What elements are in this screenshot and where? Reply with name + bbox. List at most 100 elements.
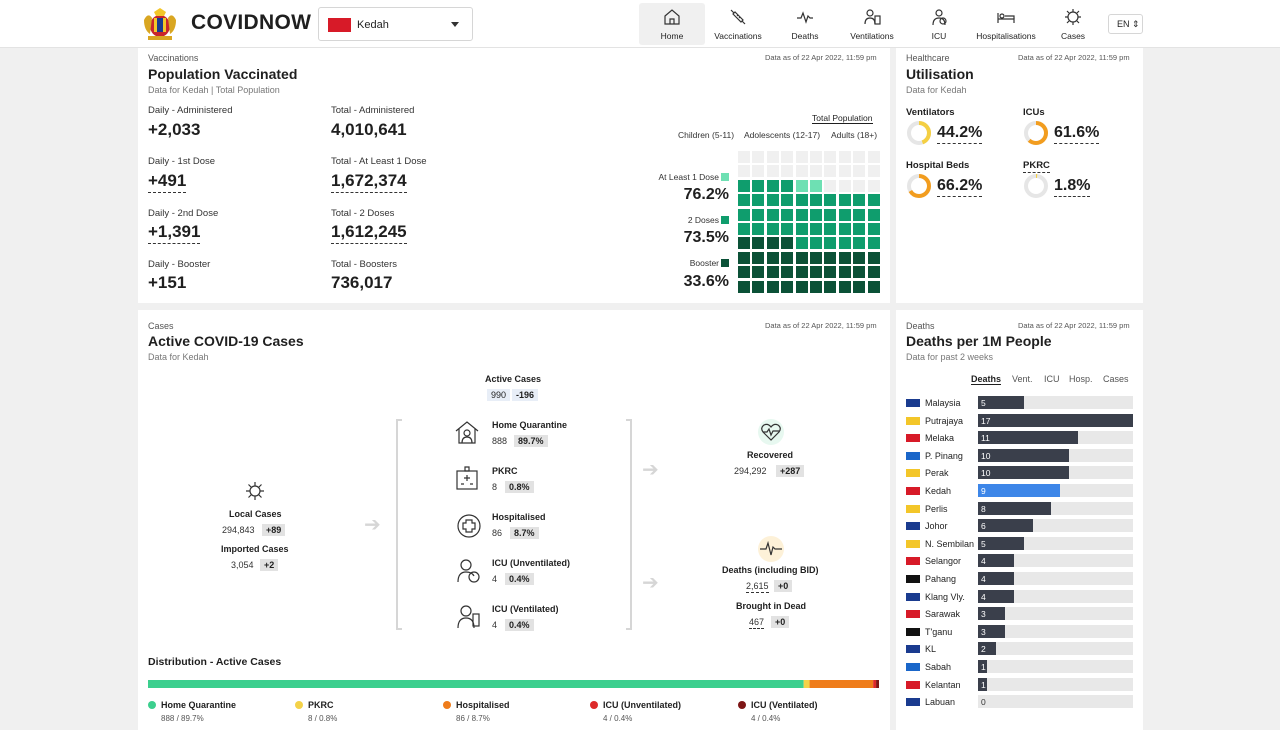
deaths-row: Selangor 4 xyxy=(906,554,1134,568)
waffle-cell xyxy=(795,223,808,235)
waffle-cell xyxy=(810,223,822,235)
bar-value: 1 xyxy=(981,662,986,672)
pkrc-donut xyxy=(1024,174,1048,198)
waffle-cell xyxy=(795,165,808,178)
language-select[interactable]: EN ⇕ xyxy=(1108,14,1143,34)
waffle-cell xyxy=(824,165,837,178)
bar-track: 17 xyxy=(978,413,1133,427)
waffle-cell xyxy=(867,208,880,221)
syringe-icon xyxy=(730,9,746,25)
nav-home[interactable]: Home xyxy=(639,3,705,45)
waffle-cell xyxy=(838,266,851,279)
waffle-cell xyxy=(810,179,822,192)
stat-value[interactable]: +491 xyxy=(148,171,187,193)
tab-total-population[interactable]: Total Population xyxy=(812,113,873,124)
tab-children[interactable]: Children (5-11) xyxy=(678,130,735,140)
waffle-cell xyxy=(838,208,851,221)
nav-deaths[interactable]: Deaths xyxy=(772,3,838,45)
brand-title[interactable]: COVIDNOW xyxy=(191,11,312,34)
state-name: T'ganu xyxy=(925,626,953,637)
tab-vent[interactable]: Vent. xyxy=(1012,374,1033,384)
stat-value[interactable]: +1,391 xyxy=(148,222,201,244)
healthcare-card xyxy=(896,48,1143,303)
tab-icu[interactable]: ICU xyxy=(1044,374,1060,384)
bar-fill xyxy=(978,589,1015,603)
state-name: Putrajaya xyxy=(925,415,964,426)
hospitalised-value: 86 xyxy=(492,528,503,538)
legend-label: ICU (Unventilated) xyxy=(603,700,682,710)
stat-value[interactable]: 1,612,245 xyxy=(331,222,407,244)
waffle-cell xyxy=(867,179,880,192)
waffle-cell xyxy=(781,251,794,264)
legend-dot xyxy=(443,701,451,709)
stat-label: Total - Boosters xyxy=(331,259,397,270)
legend-label: ICU (Ventilated) xyxy=(751,700,818,710)
language-value: EN xyxy=(1117,19,1130,29)
coat-of-arms-logo[interactable] xyxy=(138,6,182,42)
recovered-value: 294,292 xyxy=(734,466,767,476)
tab-cases[interactable]: Cases xyxy=(1103,374,1129,384)
state-flag-icon xyxy=(906,487,920,495)
waffle-cell xyxy=(867,266,880,279)
donut-track xyxy=(1024,174,1048,198)
state-select[interactable]: Kedah xyxy=(318,7,473,41)
stat-value[interactable]: 1,672,374 xyxy=(331,171,407,193)
stat-label: Daily - Booster xyxy=(148,259,211,270)
imported-cases-delta: +2 xyxy=(260,559,279,571)
bar-fill xyxy=(978,554,1015,568)
state-name: Perlis xyxy=(925,503,948,514)
util-value-ventilators[interactable]: 44.2% xyxy=(937,124,983,144)
util-value-icus[interactable]: 61.6% xyxy=(1054,124,1100,144)
healthcare-timestamp: Data as of 22 Apr 2022, 11:59 pm xyxy=(1018,53,1130,62)
icu-unventilated-icon xyxy=(457,559,480,583)
bid-label: Brought in Dead xyxy=(736,601,806,611)
util-label-hospital-beds: Hospital Beds xyxy=(906,160,970,171)
waffle-cell xyxy=(867,251,880,264)
waffle-cell xyxy=(810,280,822,293)
nav-icu[interactable]: ICU xyxy=(906,3,972,45)
imported-cases-value: 3,054 xyxy=(231,560,254,570)
cases-eyebrow: Cases xyxy=(148,321,174,331)
nav-hospitalisations[interactable]: Hospitalisations xyxy=(973,3,1039,45)
chevron-down-icon xyxy=(451,22,459,27)
distribution-segment xyxy=(876,680,879,688)
active-cases-delta: -196 xyxy=(512,389,539,401)
util-value-hospital-beds[interactable]: 66.2% xyxy=(937,177,983,197)
waffle-cell xyxy=(766,251,779,264)
icus-donut xyxy=(1024,121,1048,145)
legend-dot xyxy=(295,701,303,709)
donut-fill xyxy=(907,174,931,198)
tab-hosp[interactable]: Hosp. xyxy=(1069,374,1093,384)
distribution-segment xyxy=(148,680,804,688)
state-name: Perak xyxy=(925,468,949,479)
waffle-cell xyxy=(752,208,765,221)
waffle-cell xyxy=(766,237,779,250)
waffle-cell xyxy=(781,179,794,192)
state-flag-icon xyxy=(906,575,920,583)
nav-cases[interactable]: Cases xyxy=(1040,3,1106,45)
home-quarantine-pct: 89.7% xyxy=(514,435,548,447)
deaths-delta: +0 xyxy=(774,580,793,592)
bar-value: 10 xyxy=(981,468,991,479)
tab-adults[interactable]: Adults (18+) xyxy=(831,130,878,140)
waffle-cell xyxy=(795,151,808,163)
tab-deaths[interactable]: Deaths xyxy=(971,374,1002,385)
bar-track: 4 xyxy=(978,589,1133,603)
hospitalised-label: Hospitalised xyxy=(492,512,546,522)
waffle-cell xyxy=(810,165,822,178)
waffle-cell xyxy=(853,208,866,221)
bid-value[interactable]: 467 xyxy=(749,617,765,629)
bar-track: 8 xyxy=(978,501,1133,515)
nav-vaccinations[interactable]: Vaccinations xyxy=(705,3,771,45)
waffle-cell xyxy=(781,280,794,293)
util-value-pkrc[interactable]: 1.8% xyxy=(1054,177,1091,197)
waffle-cell xyxy=(795,237,808,250)
util-label-pkrc[interactable]: PKRC xyxy=(1023,160,1050,173)
tab-adolescents[interactable]: Adolescents (12-17) xyxy=(744,130,821,140)
deaths-value[interactable]: 2,615 xyxy=(746,581,769,593)
bar-value: 4 xyxy=(981,574,986,584)
nav-ventilations[interactable]: Ventilations xyxy=(839,3,905,45)
waffle-cell xyxy=(795,266,808,279)
bar-fill xyxy=(978,536,1024,550)
state-select-value: Kedah xyxy=(357,19,389,31)
